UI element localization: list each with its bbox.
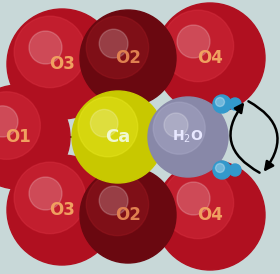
Circle shape	[0, 92, 40, 159]
Circle shape	[86, 16, 149, 79]
Circle shape	[148, 97, 228, 177]
FancyArrowPatch shape	[248, 101, 277, 170]
Circle shape	[99, 186, 128, 215]
Circle shape	[80, 10, 176, 106]
Circle shape	[162, 167, 234, 239]
Circle shape	[164, 113, 188, 137]
Text: O1: O1	[5, 128, 31, 146]
Text: O3: O3	[49, 55, 75, 73]
Circle shape	[7, 9, 117, 119]
Circle shape	[177, 182, 210, 215]
Circle shape	[213, 161, 231, 179]
Circle shape	[213, 95, 231, 113]
Circle shape	[78, 97, 138, 157]
Circle shape	[14, 16, 86, 88]
Text: O3: O3	[49, 201, 75, 219]
Circle shape	[229, 98, 241, 110]
Circle shape	[0, 106, 18, 137]
FancyArrowPatch shape	[230, 104, 260, 173]
Circle shape	[216, 98, 225, 107]
Text: O4: O4	[197, 206, 223, 224]
Circle shape	[90, 109, 118, 137]
Text: O2: O2	[115, 206, 141, 224]
Circle shape	[0, 85, 70, 189]
Circle shape	[72, 91, 164, 183]
Circle shape	[29, 31, 62, 64]
Text: O4: O4	[197, 49, 223, 67]
Circle shape	[216, 164, 225, 173]
Circle shape	[86, 173, 149, 236]
Circle shape	[153, 102, 205, 154]
Text: H$_2$O: H$_2$O	[172, 129, 204, 145]
Circle shape	[7, 155, 117, 265]
Circle shape	[229, 164, 241, 176]
Circle shape	[14, 162, 86, 234]
Circle shape	[162, 10, 234, 82]
Circle shape	[29, 177, 62, 210]
Circle shape	[80, 167, 176, 263]
Circle shape	[99, 29, 128, 58]
Circle shape	[155, 3, 265, 113]
Circle shape	[177, 25, 210, 58]
Circle shape	[155, 160, 265, 270]
Text: Ca: Ca	[105, 128, 131, 146]
Text: O2: O2	[115, 49, 141, 67]
